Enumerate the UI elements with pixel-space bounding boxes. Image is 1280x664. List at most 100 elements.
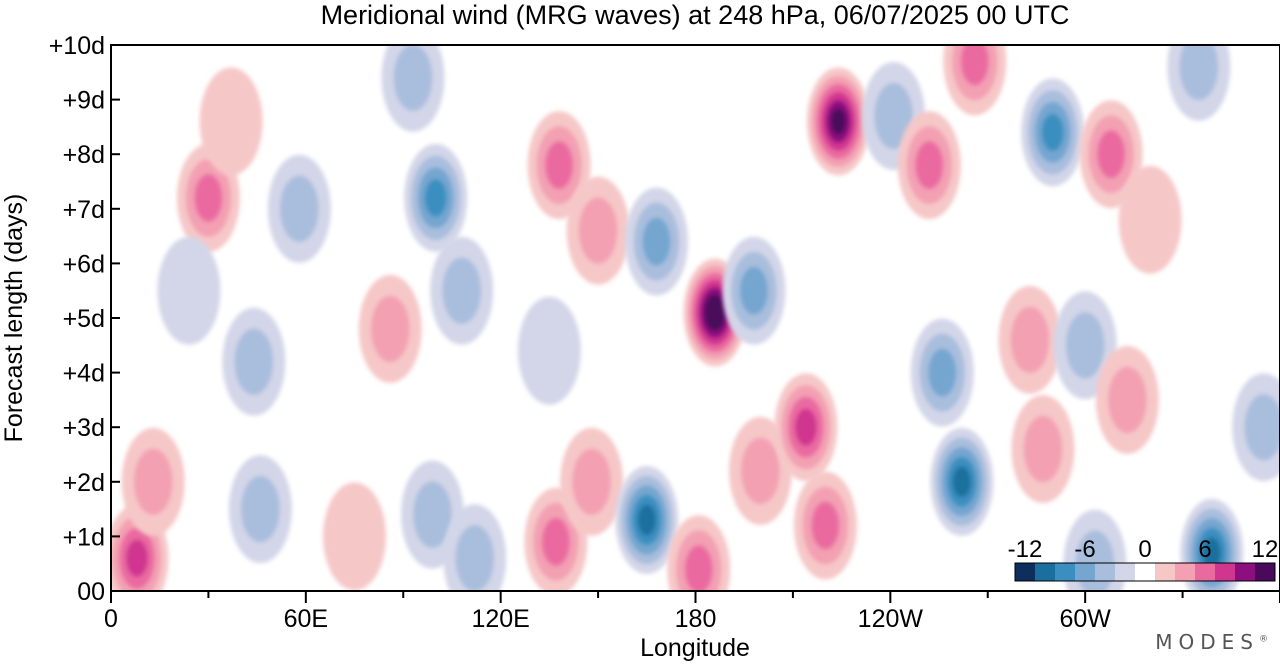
negative-wind-anomaly [430,236,494,345]
contour-level [928,348,957,397]
negative-wind-anomaly [228,455,292,564]
positive-wind-anomaly [998,285,1062,394]
positive-wind-anomaly [1118,165,1182,274]
colorbar-swatch [1135,563,1156,581]
contour-level [240,475,280,543]
y-tick-label: +6d [63,250,105,278]
negative-wind-anomaly [443,504,507,591]
contour-level [194,173,223,222]
logo-trademark: ® [1259,634,1268,645]
contour-level [578,197,618,264]
y-tick-label: +10d [49,32,105,60]
colorbar-swatch [1195,563,1216,581]
negative-wind-anomaly [625,187,689,296]
positive-wind-anomaly [1079,100,1143,209]
contour-level [1107,366,1147,434]
positive-wind-anomaly [121,427,185,536]
colorbar-tick-label: 0 [1138,536,1151,563]
contour-level [1041,113,1064,152]
modes-logo: MODES® [1155,630,1268,654]
x-tick-label: 60W [1059,605,1111,633]
colorbar-tick-label: -12 [1008,536,1043,563]
contour-level [126,539,148,578]
colorbar: -12 -6 0 6 12 [1008,536,1278,582]
contour-level [517,296,581,405]
negative-wind-anomaly [404,143,468,252]
negative-wind-anomaly [517,296,581,405]
colorbar-swatch [1035,563,1056,581]
negative-wind-anomaly [381,45,445,132]
colorbar-swatch [1015,563,1036,581]
negative-wind-anomaly [157,236,221,345]
contour-level [393,45,433,111]
contour-level [279,175,319,243]
contour-level [960,45,989,86]
y-tick-label: +9d [63,87,105,115]
colorbar-tick-label: -6 [1074,536,1095,563]
y-axis-label: Forecast length (days) [0,194,28,443]
contour-level [572,448,611,516]
contour-level [234,328,274,395]
contour-level [1118,165,1182,274]
positive-wind-anomaly [358,274,422,383]
negative-wind-anomaly [1167,45,1231,121]
contour-level [684,545,713,591]
positive-wind-anomaly [1095,345,1159,454]
contour-level [708,301,722,324]
y-tick-label: +5d [63,305,105,333]
negative-wind-anomaly [615,466,679,575]
y-tick-label: 00 [77,578,105,606]
colorbar-swatch [1055,563,1076,581]
contour-level [739,266,768,315]
contour-level [830,108,847,135]
contour-level [413,481,452,548]
contour-level [1097,130,1126,179]
contour-level [874,82,913,150]
x-tick-label: 180 [675,605,717,633]
y-tick-label: +2d [63,469,105,497]
positive-wind-anomaly [566,176,630,285]
positive-wind-anomaly [943,45,1007,116]
x-tick-label: 120E [471,605,529,633]
positive-wind-anomaly [667,515,731,591]
colorbar-frame [1014,562,1276,582]
contour-level [642,217,671,266]
x-tick-label: 0 [104,605,118,633]
colorbar-swatch [1075,563,1096,581]
logo-text: MODES [1155,630,1259,654]
positive-wind-anomaly [774,373,838,482]
y-tick-label: +7d [63,196,105,224]
y-tick-label: +4d [63,360,105,388]
contour-level [1179,45,1219,101]
colorbar-swatch [1255,563,1276,581]
contour-level [1023,415,1063,483]
x-tick-label: 60E [284,605,328,633]
x-axis-label: Longitude [640,634,750,662]
contour-level [741,437,780,505]
positive-wind-anomaly [1011,395,1075,504]
contour-level [133,448,173,516]
positive-wind-anomaly [897,111,961,220]
negative-wind-anomaly [930,427,994,536]
contour-level [199,67,263,176]
contour-level [442,257,482,324]
contour-level [541,517,570,566]
contour-level [1010,306,1050,374]
contour-level [323,482,387,591]
contour-level [1065,312,1105,379]
colorbar-swatch [1215,563,1236,581]
chart-title: Meridional wind (MRG waves) at 248 hPa, … [321,0,1070,30]
contour-level [1244,393,1280,461]
positive-wind-anomaly [323,482,387,591]
colorbar-swatch [1155,563,1176,581]
colorbar-swatch [1115,563,1136,581]
contour-level [637,504,656,536]
x-tick-label: 120W [858,605,924,633]
negative-wind-anomaly [1021,78,1085,187]
plot-area [111,45,1280,591]
contour-level [157,236,221,345]
negative-wind-anomaly [267,154,331,263]
colorbar-swatch [1235,563,1256,581]
contour-level [811,501,840,550]
positive-wind-anomaly [527,111,591,220]
